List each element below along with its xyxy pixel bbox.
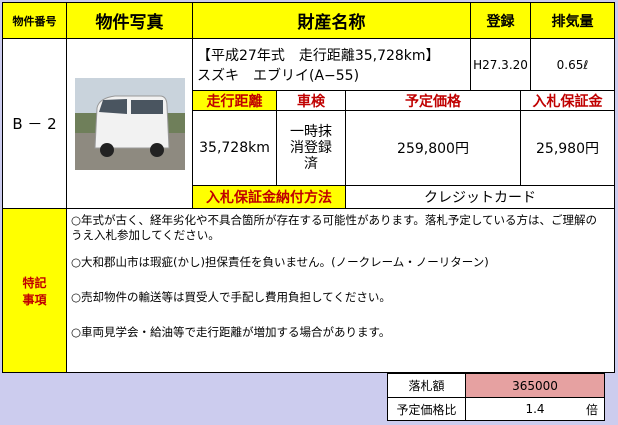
header-photo: 物件写真 (66, 2, 193, 39)
inspection-label: 車検 (276, 90, 346, 111)
inspection: 一時抹消登録済 (290, 124, 332, 172)
notes-cell: ○年式が古く、経年劣化や不具合箇所が存在する可能性があります。落札予定している方… (66, 208, 615, 373)
note: ○年式が古く、経年劣化や不具合箇所が存在する可能性があります。落札予定している方… (71, 213, 598, 242)
winning-bid: 365000 (465, 373, 605, 398)
mileage-label: 走行距離 (192, 90, 277, 111)
note: ○大和郡山市は瑕疵(かし)担保責任を負いません。(ノークレーム・ノーリターン) (71, 255, 489, 269)
note: ○売却物件の輸送等は買受人で手配し費用負担してください。 (71, 290, 391, 304)
deposit-label: 入札保証金 (520, 90, 615, 111)
header-number: 物件番号 (2, 2, 67, 39)
ratio-label: 予定価格比 (387, 397, 466, 421)
notes-label-cell: 特記事項 (2, 208, 67, 373)
deposit: 25,980円 (520, 110, 615, 186)
winning-bid-label: 落札額 (387, 373, 466, 398)
item-title: 【平成27年式 走行距離35,728km】 (197, 47, 440, 64)
inspection-cell: 一時抹消登録済 (276, 110, 346, 186)
note: ○車両見学会・給油等で走行距離が増加する場合があります。 (71, 325, 391, 339)
registration: H27.3.20 (470, 38, 531, 91)
item-number: B － 2 (2, 38, 67, 209)
notes-label: 特記事項 (22, 275, 47, 307)
price-label: 予定価格 (345, 90, 521, 111)
mileage: 35,728km (192, 110, 277, 186)
item-model: スズキ エブリイ(A−55) (197, 67, 360, 84)
ratio-unit: 倍 (585, 402, 598, 417)
name-cell: 【平成27年式 走行距離35,728km】 スズキ エブリイ(A−55) (192, 38, 471, 91)
ratio-cell: 1.4 倍 (465, 397, 605, 421)
vehicle-photo (74, 77, 185, 170)
photo-cell (66, 38, 193, 209)
price: 259,800円 (345, 110, 521, 186)
header-displacement: 排気量 (530, 2, 615, 39)
header-registration: 登録 (470, 2, 531, 39)
displacement: 0.65ℓ (530, 38, 615, 91)
header-name: 財産名称 (192, 2, 471, 39)
ratio: 1.4 (525, 402, 545, 416)
payment: クレジットカード (345, 185, 615, 209)
payment-label: 入札保証金納付方法 (192, 185, 346, 209)
